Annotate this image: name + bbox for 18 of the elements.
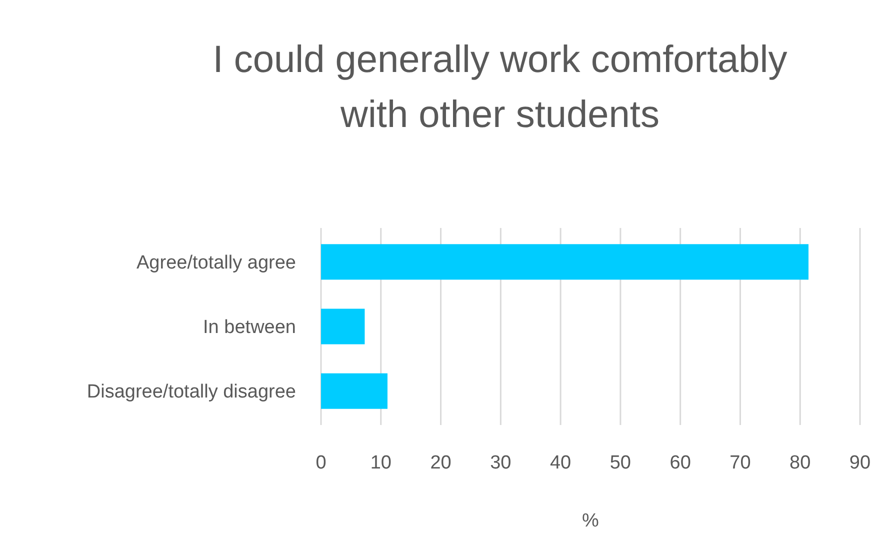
- bar: [321, 244, 808, 280]
- x-tick-label: 50: [610, 452, 632, 474]
- x-axis-title: %: [582, 510, 600, 532]
- x-tick-label: 90: [849, 452, 871, 474]
- bar: [321, 373, 388, 409]
- x-tick-label: 0: [316, 452, 326, 474]
- chart-title: I could generally work comfortably with other students: [212, 39, 788, 136]
- x-tick-label: 60: [670, 452, 691, 474]
- x-tick-label: 40: [550, 452, 572, 474]
- x-tick-label: 10: [370, 452, 392, 474]
- y-tick-label: Agree/totally agree: [136, 252, 296, 274]
- x-tick-label: 80: [790, 452, 811, 474]
- x-tick-label: 30: [490, 452, 512, 474]
- y-tick-label: In between: [203, 317, 296, 338]
- x-tick-label: 20: [430, 452, 452, 474]
- bar: [321, 308, 365, 344]
- y-tick-label: Disagree/totally disagree: [86, 382, 296, 403]
- x-tick-label: 70: [730, 452, 751, 474]
